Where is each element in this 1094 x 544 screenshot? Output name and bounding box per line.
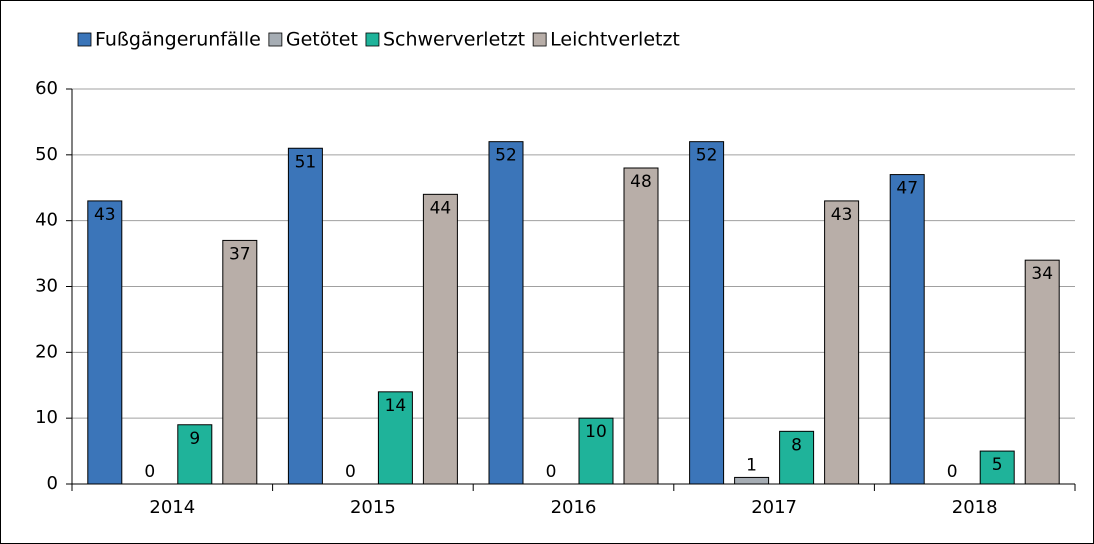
bar	[578, 417, 614, 485]
value-label: 51	[295, 152, 317, 172]
y-tick-label: 50	[35, 144, 58, 165]
bar	[287, 147, 323, 485]
bar	[689, 141, 725, 485]
x-tick-label: 2017	[751, 497, 797, 518]
value-label: 34	[1031, 264, 1053, 284]
y-tick-label: 60	[35, 78, 58, 99]
y-tick-label: 0	[47, 473, 58, 494]
y-tick-label: 20	[35, 341, 58, 362]
y-tick-label: 40	[35, 210, 58, 231]
bar	[979, 450, 1015, 485]
bar	[779, 430, 815, 485]
legend-swatch	[268, 32, 283, 47]
bar	[87, 200, 123, 485]
legend-swatch	[532, 32, 547, 47]
legend-swatch	[365, 32, 380, 47]
bar	[889, 174, 925, 485]
x-tick-label: 2015	[350, 497, 396, 518]
value-label: 37	[229, 244, 251, 264]
x-tick-label: 2016	[551, 497, 597, 518]
value-label: 8	[791, 435, 802, 455]
value-label: 48	[630, 172, 652, 192]
value-label: 47	[896, 179, 918, 199]
value-label: 52	[495, 146, 517, 166]
bar	[422, 193, 458, 485]
y-tick-label: 10	[35, 407, 58, 428]
value-label: 1	[746, 455, 757, 475]
bar	[824, 200, 860, 485]
bar	[1024, 259, 1060, 485]
legend-swatch	[77, 32, 92, 47]
legend-label: Schwerverletzt	[383, 29, 525, 51]
value-label: 10	[585, 422, 607, 442]
x-tick-label: 2014	[149, 497, 195, 518]
value-label: 43	[94, 205, 116, 225]
value-label: 43	[831, 205, 853, 225]
bar	[222, 239, 258, 485]
bar	[734, 476, 770, 485]
legend-label: Leichtverletzt	[550, 29, 680, 51]
bar	[177, 424, 213, 485]
legend-label: Fußgängerunfälle	[95, 29, 261, 51]
value-label: 14	[385, 396, 407, 416]
bar	[488, 141, 524, 485]
value-label: 0	[546, 462, 557, 482]
value-label: 0	[144, 462, 155, 482]
value-label: 52	[696, 146, 718, 166]
value-label: 44	[430, 198, 452, 218]
bar	[377, 391, 413, 485]
value-label: 9	[189, 429, 200, 449]
value-label: 0	[345, 462, 356, 482]
value-label: 5	[992, 455, 1003, 475]
legend-label: Getötet	[286, 29, 358, 51]
y-tick-label: 30	[35, 276, 58, 297]
x-tick-label: 2018	[952, 497, 998, 518]
value-label: 0	[947, 462, 958, 482]
bar	[623, 167, 659, 485]
